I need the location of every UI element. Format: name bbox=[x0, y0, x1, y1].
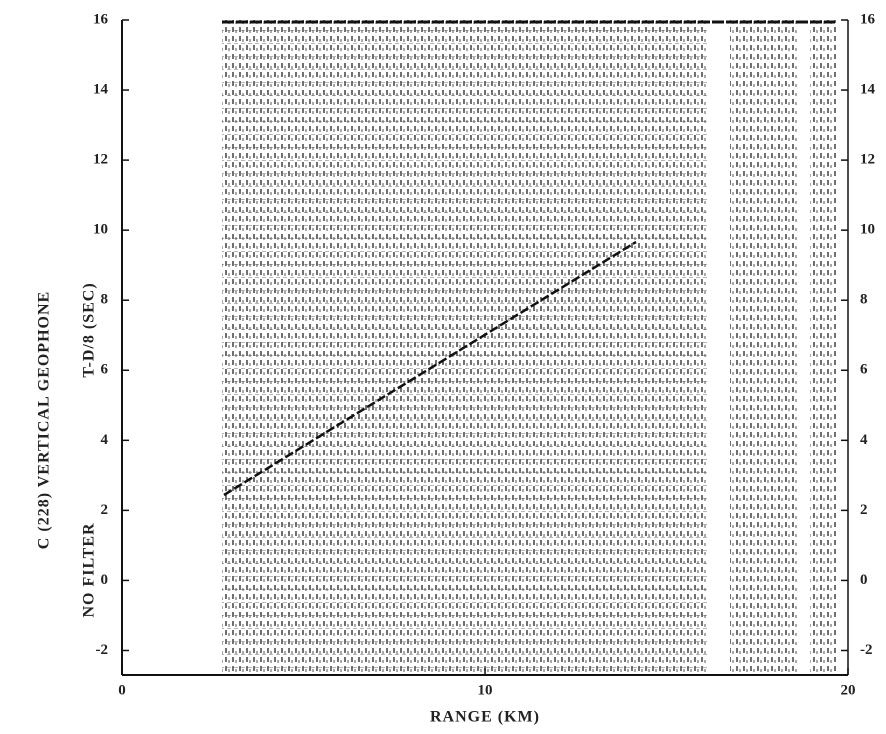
x-tick-label: 0 bbox=[118, 682, 126, 698]
y-tick-label: 6 bbox=[101, 362, 109, 378]
y-tick-label: 10 bbox=[860, 222, 875, 238]
x-tick-label: 10 bbox=[478, 682, 493, 698]
y-tick-label: 0 bbox=[101, 572, 109, 588]
x-axis-label: RANGE (KM) bbox=[430, 709, 540, 726]
y-tick-label: 8 bbox=[101, 292, 109, 308]
y-tick-label: 8 bbox=[860, 292, 868, 308]
y-tick-label: -2 bbox=[96, 642, 109, 658]
y-tick-label: 2 bbox=[101, 502, 109, 518]
y-tick-label: 12 bbox=[93, 152, 108, 168]
annotation: C (228) VERTICAL GEOPHONE bbox=[36, 291, 53, 549]
y-tick-label: -2 bbox=[860, 642, 873, 658]
y-tick-label: 16 bbox=[93, 11, 109, 27]
y-tick-label: 4 bbox=[101, 432, 109, 448]
y-tick-label: 16 bbox=[860, 11, 876, 27]
y-tick-label: 14 bbox=[93, 81, 109, 97]
y-tick-label: 0 bbox=[860, 572, 868, 588]
y-tick-label: 6 bbox=[860, 362, 868, 378]
y-tick-label: 4 bbox=[860, 432, 868, 448]
x-tick-label: 20 bbox=[841, 682, 856, 698]
y-tick-label: 10 bbox=[93, 222, 108, 238]
annotation: NO FILTER bbox=[81, 522, 98, 617]
y-axis-label: T-D/8 (SEC) bbox=[81, 282, 98, 377]
y-tick-label: 2 bbox=[860, 502, 868, 518]
y-tick-label: 14 bbox=[860, 81, 876, 97]
y-tick-label: 12 bbox=[860, 152, 875, 168]
trace-texture bbox=[222, 20, 836, 675]
